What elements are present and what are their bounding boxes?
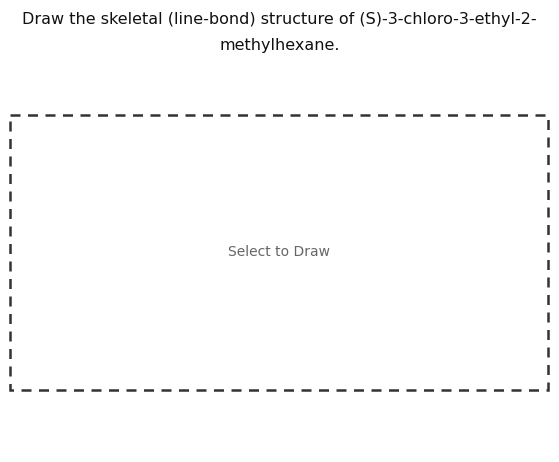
Text: methylhexane.: methylhexane. — [219, 38, 340, 53]
Text: Draw the skeletal (line-bond) structure of (S)-3-chloro-3-ethyl-2-: Draw the skeletal (line-bond) structure … — [22, 12, 537, 27]
Text: Select to Draw: Select to Draw — [228, 245, 330, 260]
Bar — [10, 115, 548, 390]
